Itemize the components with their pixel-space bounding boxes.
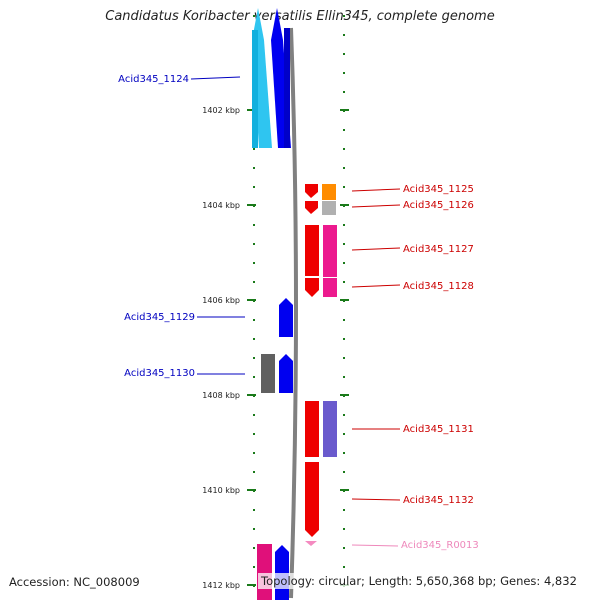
scale-dot (253, 433, 255, 435)
accession-text: Accession: NC_008009 (9, 575, 140, 589)
gene-feature-acid345-1125[interactable] (305, 184, 336, 200)
gene-label-acid345-1125[interactable]: Acid345_1125 (403, 184, 474, 195)
scale-dot (343, 72, 345, 74)
gene-label-acid345-1126[interactable]: Acid345_1126 (403, 200, 474, 211)
scale-dot (253, 376, 255, 378)
scale-dot (253, 414, 255, 416)
scale-dot (253, 452, 255, 454)
gene-label-acid345-r0013[interactable]: Acid345_R0013 (401, 540, 479, 551)
scale-dot (343, 566, 345, 568)
scale-dot (343, 129, 345, 131)
scale-dot (343, 471, 345, 473)
tick-label-1406: 1406 kbp (202, 296, 240, 305)
gene-feature-acid345-1127[interactable] (305, 225, 337, 277)
scale-dot (343, 376, 345, 378)
tick-label-1402: 1402 kbp (202, 106, 240, 115)
tick-label-1410: 1410 kbp (202, 486, 240, 495)
scale-dot (343, 414, 345, 416)
scale-dot (343, 452, 345, 454)
scale-dot (253, 547, 255, 549)
gene-label-acid345-1129[interactable]: Acid345_1129 (124, 312, 195, 323)
tick-label-1408: 1408 kbp (202, 391, 240, 400)
tick-label-1404: 1404 kbp (202, 201, 240, 210)
scale-dot (343, 224, 345, 226)
gene-feature-acid345-1129[interactable] (279, 298, 293, 337)
topology-text: Topology: circular; Length: 5,650,368 bp… (258, 573, 580, 589)
scale-dot (253, 243, 255, 245)
gene-feature-acid345-1131[interactable] (305, 401, 337, 457)
scale-dot (343, 281, 345, 283)
scale-dot (343, 319, 345, 321)
gene-feature-acid345-r0013[interactable] (305, 541, 317, 546)
scale-dot (253, 281, 255, 283)
scale-dot (343, 34, 345, 36)
map-title: Candidatus Koribacter versatilis Ellin34… (105, 9, 495, 24)
scale-dot (343, 148, 345, 150)
scale-dot (253, 262, 255, 264)
gene-label-acid345-1130[interactable]: Acid345_1130 (124, 368, 195, 379)
tick-label-1412: 1412 kbp (202, 581, 240, 590)
scale-dot (253, 357, 255, 359)
gene-label-acid345-1128[interactable]: Acid345_1128 (403, 281, 474, 292)
scale-dot (343, 509, 345, 511)
gene-feature-acid345-1126[interactable] (305, 201, 336, 215)
scale-dot (253, 566, 255, 568)
genome-backbone (289, 27, 298, 599)
gene-feature-lower-left[interactable] (257, 544, 289, 600)
scale-dot (343, 528, 345, 530)
gene-feature-acid345-1128[interactable] (305, 278, 337, 297)
gene-label-acid345-1132[interactable]: Acid345_1132 (403, 495, 474, 506)
gene-label-acid345-1124[interactable]: Acid345_1124 (118, 74, 189, 85)
label-leaders (190, 76, 401, 547)
gene-feature-acid345-1124[interactable] (252, 8, 291, 148)
scale-dot (253, 509, 255, 511)
gene-feature-acid345-1132[interactable] (305, 462, 319, 537)
gene-feature-acid345-1130[interactable] (261, 354, 293, 393)
scale-dot (253, 224, 255, 226)
gene-label-acid345-1127[interactable]: Acid345_1127 (403, 244, 474, 255)
scale-dot (253, 167, 255, 169)
scale-dot (343, 262, 345, 264)
scale-dot (253, 338, 255, 340)
scale-ticks (247, 109, 349, 586)
scale-dot (253, 15, 255, 17)
scale-dot (343, 53, 345, 55)
scale-dot (253, 148, 255, 150)
scale-dot (343, 186, 345, 188)
scale-dot (343, 243, 345, 245)
scale-dot (253, 186, 255, 188)
scale-dot (253, 319, 255, 321)
scale-dot (253, 528, 255, 530)
scale-dot (343, 15, 345, 17)
scale-dot (343, 433, 345, 435)
scale-dot (343, 91, 345, 93)
scale-dot (343, 167, 345, 169)
gene-label-acid345-1131[interactable]: Acid345_1131 (403, 424, 474, 435)
scale-dot (343, 357, 345, 359)
scale-dot (343, 338, 345, 340)
scale-dot (253, 471, 255, 473)
scale-dot (343, 547, 345, 549)
